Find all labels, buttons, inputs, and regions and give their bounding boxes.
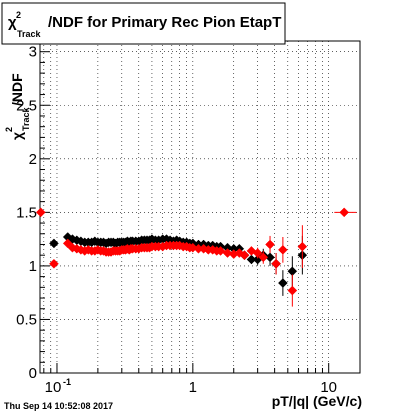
data-point (287, 266, 298, 277)
data-point (239, 250, 250, 261)
y-tick-label: 0.5 (16, 311, 37, 328)
ylabel-sub: Track (21, 106, 31, 131)
ylabel-symbol: χ (9, 132, 25, 140)
y-tick-label: 2 (29, 151, 37, 168)
data-point (278, 244, 288, 255)
y-tick-label: 1 (29, 258, 37, 275)
y-tick-label: 2.5 (16, 97, 37, 114)
grid-lines (40, 41, 360, 373)
data-point (287, 285, 298, 296)
title-rest: /NDF for Primary Rec Pion EtapT (48, 14, 281, 31)
x-tick-label: 10 (320, 379, 337, 396)
y-tick-label: 1.5 (16, 204, 37, 221)
svg-text:χ/NDF: χ/NDF (9, 73, 25, 140)
data-point (265, 252, 275, 263)
data-point (278, 278, 288, 288)
x-tick-label: 1 (189, 379, 197, 396)
chart-title: χ/NDF for Primary Rec Pion EtapT (8, 14, 281, 31)
data-point (271, 258, 281, 269)
title-box (1, 2, 286, 45)
plot-frame (39, 40, 361, 374)
y-tick-label: 0 (29, 365, 37, 382)
series-1 (35, 207, 357, 307)
data-point (252, 248, 263, 258)
data-point (339, 207, 350, 218)
y-tick-label: 3 (29, 44, 37, 61)
title-symbol: χ (8, 14, 17, 31)
x-tick-label-exponent: -1 (63, 377, 71, 387)
x-axis-title: pT/|q| (GeV/c) (272, 393, 362, 409)
y-axis-title: χ/NDF 2 Track (4, 73, 31, 140)
x-tick-label: 10 (45, 379, 62, 396)
ylabel-rest: /NDF (9, 73, 25, 106)
ylabel-sup: 2 (4, 127, 14, 132)
axis-ticks (40, 51, 330, 374)
data-point (258, 252, 269, 263)
data-point (222, 248, 233, 258)
data-series (35, 207, 357, 307)
data-point (297, 241, 308, 252)
title-sub: Track (17, 29, 42, 39)
data-point (49, 238, 59, 249)
title-sup: 2 (16, 10, 21, 20)
timestamp: Thu Sep 14 10:52:08 2017 (4, 401, 113, 411)
data-point (35, 207, 46, 218)
data-point (49, 258, 59, 269)
data-point (265, 239, 275, 250)
